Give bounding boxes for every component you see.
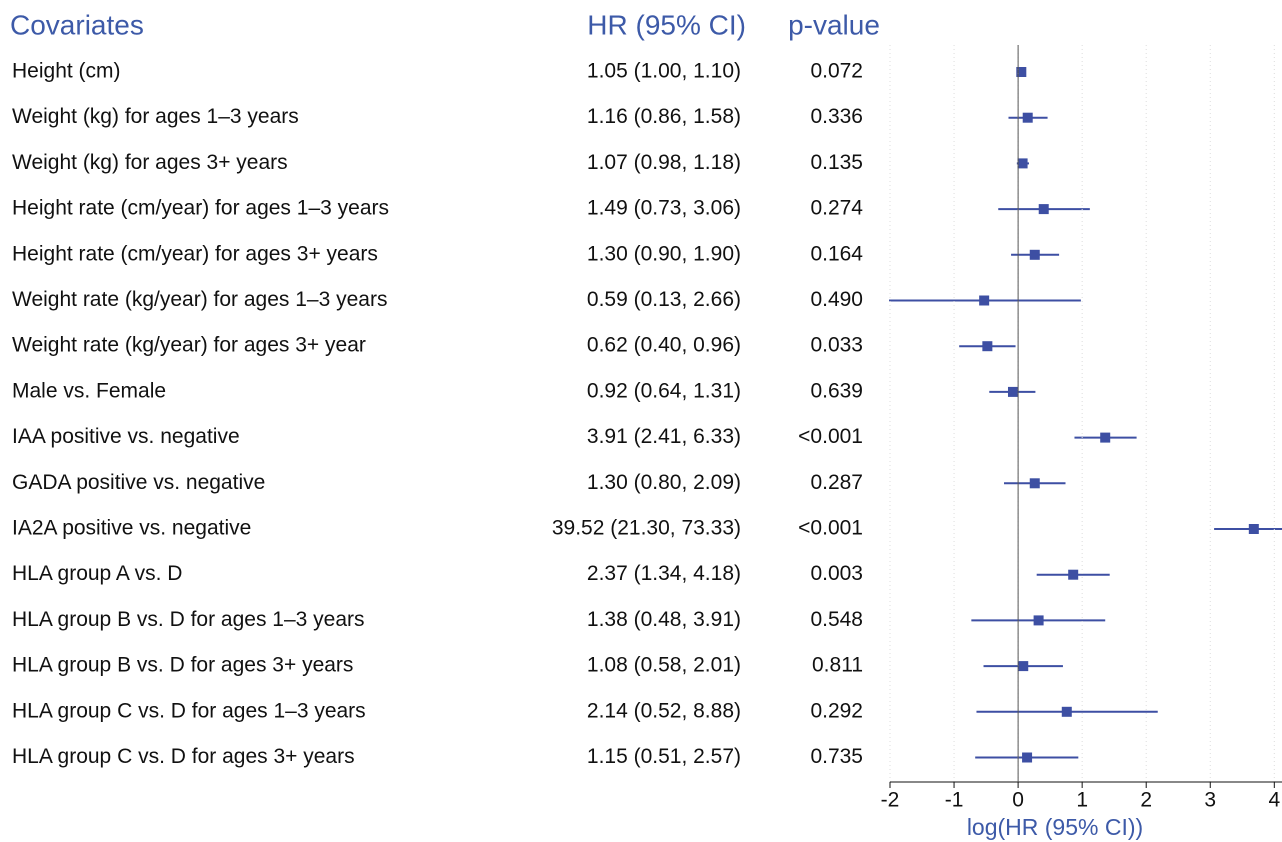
p-value: <0.001 xyxy=(798,425,863,448)
p-value: 0.548 xyxy=(810,608,863,631)
p-value: <0.001 xyxy=(798,517,863,540)
x-tick-label: 4 xyxy=(1268,789,1280,812)
p-value: 0.735 xyxy=(810,745,863,768)
point-estimate xyxy=(1017,158,1028,169)
point-estimate xyxy=(1029,249,1040,260)
covariate-label: Male vs. Female xyxy=(12,379,166,402)
covariate-label: Weight (kg) for ages 3+ years xyxy=(12,151,288,174)
p-value: 0.164 xyxy=(810,242,863,265)
column-header: HR (95% CI) xyxy=(587,9,746,40)
point-estimate xyxy=(1016,67,1027,77)
p-value: 0.287 xyxy=(810,471,863,494)
x-tick-label: -1 xyxy=(945,789,964,812)
covariate-label: Height rate (cm/year) for ages 3+ years xyxy=(12,242,378,265)
hr-label: 1.16 (0.86, 1.58) xyxy=(587,105,741,128)
hr-label: 1.49 (0.73, 3.06) xyxy=(587,197,741,220)
point-estimate xyxy=(982,341,993,352)
hr-label: 2.14 (0.52, 8.88) xyxy=(587,699,741,722)
covariate-label: HLA group B vs. D for ages 1–3 years xyxy=(12,608,365,631)
point-estimate xyxy=(1033,615,1044,626)
point-estimate xyxy=(1007,386,1018,397)
p-value: 0.274 xyxy=(810,197,863,220)
p-value: 0.135 xyxy=(810,151,863,174)
p-value: 0.292 xyxy=(810,699,863,722)
point-estimate xyxy=(1022,752,1033,763)
covariate-label: GADA positive vs. negative xyxy=(12,471,265,494)
hr-label: 1.30 (0.90, 1.90) xyxy=(587,242,741,265)
covariate-label: HLA group A vs. D xyxy=(12,562,182,585)
hr-label: 1.05 (1.00, 1.10) xyxy=(587,60,741,83)
p-value: 0.072 xyxy=(810,60,863,83)
covariate-label: Weight rate (kg/year) for ages 3+ year xyxy=(12,334,366,357)
hr-label: 0.62 (0.40, 0.96) xyxy=(587,334,741,357)
covariate-label: HLA group C vs. D for ages 3+ years xyxy=(12,745,355,768)
point-estimate xyxy=(1029,478,1040,489)
column-header: p-value xyxy=(788,9,880,40)
p-value: 0.336 xyxy=(810,105,863,128)
point-estimate xyxy=(1100,432,1111,443)
covariate-label: IA2A positive vs. negative xyxy=(12,517,251,540)
covariate-label: Height (cm) xyxy=(12,60,121,83)
point-estimate xyxy=(1022,112,1033,123)
covariate-label: Weight (kg) for ages 1–3 years xyxy=(12,105,299,128)
hr-label: 3.91 (2.41, 6.33) xyxy=(587,425,741,448)
hr-label: 1.07 (0.98, 1.18) xyxy=(587,151,741,174)
x-tick-label: 0 xyxy=(1012,789,1024,812)
x-tick-label: 2 xyxy=(1140,789,1152,812)
hr-label: 1.08 (0.58, 2.01) xyxy=(587,654,741,677)
covariate-label: HLA group C vs. D for ages 1–3 years xyxy=(12,699,366,722)
point-estimate xyxy=(1068,569,1079,580)
column-header: Covariates xyxy=(10,9,144,40)
point-estimate xyxy=(1038,204,1049,215)
point-estimate xyxy=(1248,524,1259,534)
covariate-label: HLA group B vs. D for ages 3+ years xyxy=(12,654,353,677)
covariate-label: IAA positive vs. negative xyxy=(12,425,240,448)
hr-label: 39.52 (21.30, 73.33) xyxy=(552,517,741,540)
covariate-label: Weight rate (kg/year) for ages 1–3 years xyxy=(12,288,387,311)
point-estimate xyxy=(979,295,990,306)
hr-label: 2.37 (1.34, 4.18) xyxy=(587,562,741,585)
hr-label: 1.30 (0.80, 2.09) xyxy=(587,471,741,494)
covariate-label: Height rate (cm/year) for ages 1–3 years xyxy=(12,197,389,220)
p-value: 0.490 xyxy=(810,288,863,311)
x-axis-label: log(HR (95% CI)) xyxy=(967,814,1143,840)
p-value: 0.003 xyxy=(810,562,863,585)
p-value: 0.033 xyxy=(810,334,863,357)
hr-label: 0.59 (0.13, 2.66) xyxy=(587,288,741,311)
x-tick-label: 1 xyxy=(1076,789,1088,812)
hr-label: 0.92 (0.64, 1.31) xyxy=(587,379,741,402)
x-tick-label: -2 xyxy=(881,789,900,812)
point-estimate xyxy=(1061,706,1072,717)
point-estimate xyxy=(1018,661,1029,672)
hr-label: 1.15 (0.51, 2.57) xyxy=(587,745,741,768)
plot-area xyxy=(889,67,1282,763)
p-value: 0.811 xyxy=(812,654,863,677)
x-tick-label: 3 xyxy=(1204,789,1216,812)
hr-label: 1.38 (0.48, 3.91) xyxy=(587,608,741,631)
p-value: 0.639 xyxy=(810,379,863,402)
